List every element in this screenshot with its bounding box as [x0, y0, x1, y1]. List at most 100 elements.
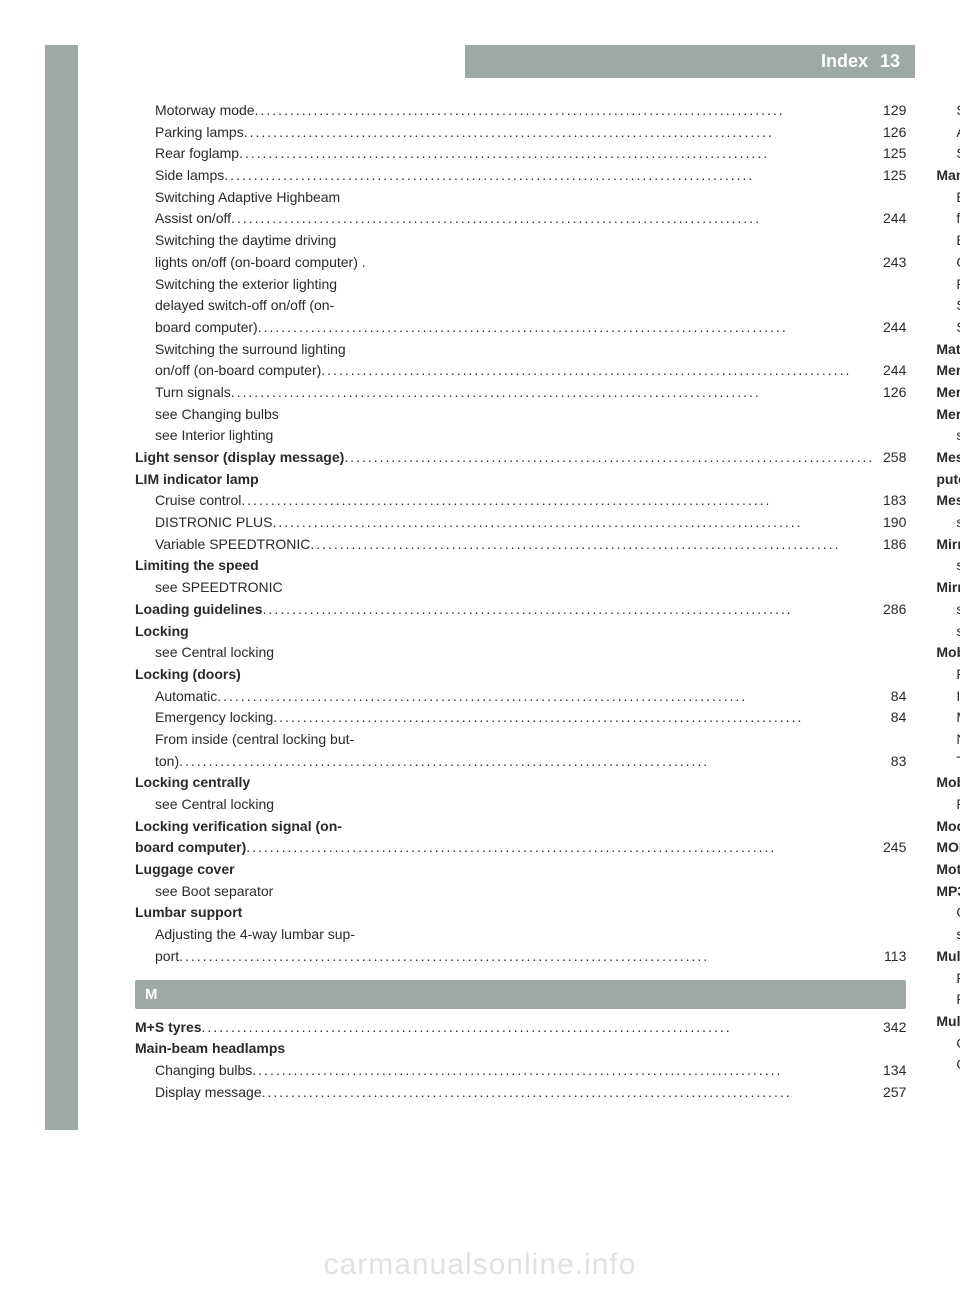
- index-entry-leader: [262, 1082, 875, 1104]
- index-entry-label: see Exterior mirrors: [956, 599, 960, 621]
- index-entry: Loading guidelines 286: [135, 599, 906, 621]
- index-entry-label: Side lamps: [155, 165, 224, 187]
- index-entry-page: 83: [874, 751, 906, 773]
- index-entry-label: M+S tyres: [135, 1017, 202, 1039]
- index-entry: Rear foglamp 125: [135, 143, 906, 165]
- index-entry-page: 126: [874, 122, 906, 144]
- index-entry-leader: [231, 208, 874, 230]
- index-entry: port 113: [135, 946, 906, 968]
- index-entry: Side lamps 125: [135, 165, 906, 187]
- index-entry-label: Function/notes: [956, 968, 960, 990]
- index-entry: see Boot separator: [135, 881, 906, 903]
- index-entry-label: see Central locking: [155, 642, 274, 664]
- index-entry: see SPEEDTRONIC: [135, 577, 906, 599]
- index-entry-leader: [224, 165, 874, 187]
- index-entry: Switching Adaptive Highbeam: [135, 187, 906, 209]
- index-entry-label: Parking lamps: [155, 122, 244, 144]
- index-entry-label: Memory function: [936, 382, 960, 404]
- index-entry-label: board computer): [155, 317, 258, 339]
- index-entry: MP3: [936, 881, 960, 903]
- index-entry: on/off (on-board computer) 244: [135, 360, 906, 382]
- index-entry-label: lights on/off (on-board computer) .: [155, 252, 366, 274]
- index-entry-label: Pre-installed bracket: [956, 794, 960, 816]
- index-entry-label: Switching the daytime driving: [155, 230, 906, 252]
- index-entry-leader: [252, 1060, 874, 1082]
- index-entry-leader: [273, 707, 874, 729]
- index-entry: Menu (on-board computer) 238: [936, 707, 960, 729]
- index-entry: Function/notes 232: [936, 968, 960, 990]
- index-entry: Frequencies 369: [936, 664, 960, 686]
- index-entry-leader: [272, 512, 874, 534]
- index-entry-leader: [231, 382, 875, 404]
- index-entry: LIM indicator lamp: [135, 469, 906, 491]
- index-entry-label: Light sensor (display message): [135, 447, 344, 469]
- index-entry-label: Luggage cover: [135, 859, 235, 881]
- index-entry-label: Motorway mode: [936, 859, 960, 881]
- index-entry: board computer) 245: [135, 837, 906, 859]
- index-entry-label: Multifunction steering wheel: [936, 1011, 960, 1033]
- index-entry: Installation 369: [936, 686, 960, 708]
- index-entry: Switching Adaptive Highbeam: [936, 100, 960, 122]
- index-entry: Starting the engine 160: [936, 317, 960, 339]
- index-entry-label: Turn signals: [155, 382, 231, 404]
- index-entry: Engaging reverse gear 167: [936, 230, 960, 252]
- index-entry-page: 243: [874, 252, 906, 274]
- index-entry: Memory function 120: [936, 382, 960, 404]
- index-entry-label: Switching Adaptive Highbeam: [155, 187, 906, 209]
- index-entry: Shift recommendation 167: [936, 295, 960, 317]
- index-entry: Motorway mode 129: [135, 100, 906, 122]
- index-entry-label: see Separate operating instructions: [956, 924, 960, 946]
- index-entry-label: see SPEEDTRONIC: [155, 577, 283, 599]
- index-entry: see Central locking: [135, 642, 906, 664]
- index-entry: Emergency locking 84: [135, 707, 906, 729]
- index-right-column: Switching Adaptive Highbeam Assist on/of…: [936, 100, 960, 1104]
- index-entry-label: Mirrors: [936, 577, 960, 599]
- index-entry: Cruise control 183: [135, 490, 906, 512]
- index-entry-page: 244: [874, 208, 906, 230]
- index-entry: Memory card (audio) 237: [936, 360, 960, 382]
- index-entry-label: Lumbar support: [135, 902, 242, 924]
- index-entry-label: Adjusting the 4-way lumbar sup-: [155, 924, 906, 946]
- index-entry-label: MOExtended tyres: [936, 837, 960, 859]
- index-entry: Display message 257: [135, 1082, 906, 1104]
- index-entry: M+S tyres 342: [135, 1017, 906, 1039]
- index-entry: Mirrors: [936, 577, 960, 599]
- index-entry-page: 258: [874, 447, 906, 469]
- index-entry: Main-beam headlamps: [135, 1038, 906, 1060]
- index-entry-label: Changing bulbs: [155, 1060, 252, 1082]
- index-entry-label: Transmission output (maximum) ....: [956, 751, 960, 773]
- index-entry: lights on/off (on-board computer) . 243: [135, 252, 906, 274]
- index-entry: Locking: [135, 621, 906, 643]
- index-entry-label: Switching on/off: [956, 143, 960, 165]
- index-entry-label: Main-beam headlamps: [135, 1038, 285, 1060]
- index-entry: Manual transmission: [936, 165, 960, 187]
- index-entry: Automatic 84: [135, 686, 906, 708]
- index-entry: Engaging neutral (ECO start/stop: [936, 187, 960, 209]
- index-entry-label: see Interior lighting: [155, 425, 273, 447]
- index-entry-label: puter): [936, 469, 960, 491]
- index-entry-label: Display message: [155, 1082, 262, 1104]
- index-entry-label: Gear lever: [956, 252, 960, 274]
- index-entry-page: 129: [874, 100, 906, 122]
- index-entry-page: 286: [874, 599, 906, 621]
- index-entry-label: Motorway mode: [155, 100, 255, 122]
- index-entry-label: Memory card (audio): [936, 360, 960, 382]
- index-entry-page: 342: [874, 1017, 906, 1039]
- index-entry: Changing bulbs 134: [135, 1060, 906, 1082]
- index-entry-leader: [244, 122, 875, 144]
- index-entry-label: Modifying the programming (key) .....: [936, 816, 960, 838]
- index-entry-label: see Changing bulbs: [155, 404, 279, 426]
- index-entry-page: 190: [874, 512, 906, 534]
- index-entry-label: Cruise control: [155, 490, 241, 512]
- index-entry: Adjusting the 4-way lumbar sup-: [135, 924, 906, 946]
- index-entry-label: Frequencies: [956, 664, 960, 686]
- index-entry-leader: [179, 751, 874, 773]
- index-entry-leader: [202, 1017, 875, 1039]
- index-entry: see Vanity mirror (in sun visor): [936, 555, 960, 577]
- index-entry: Switching the daytime driving: [135, 230, 906, 252]
- index-entry: Locking (doors): [135, 664, 906, 686]
- index-entry: DISTRONIC PLUS 190: [135, 512, 906, 534]
- index-entry-label: function): [956, 208, 960, 230]
- index-entry: Switching the exterior lighting: [135, 274, 906, 296]
- index-entry-page: 244: [874, 317, 906, 339]
